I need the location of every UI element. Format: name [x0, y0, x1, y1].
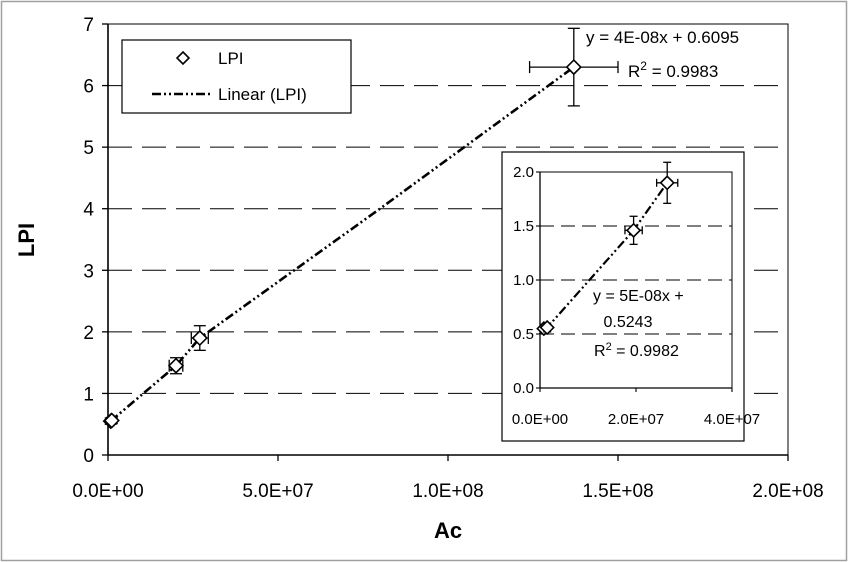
x-tick-label: 1.0E+08 — [412, 481, 483, 502]
x-tick-label: 2.0E+08 — [752, 481, 823, 502]
inset-y-tick-label: 1.0 — [513, 272, 534, 289]
y-tick-label: 7 — [83, 15, 94, 36]
y-tick-label: 3 — [83, 261, 94, 282]
legend-box — [121, 39, 352, 114]
y-tick-label: 2 — [83, 323, 94, 344]
trendline-equation: y = 4E-08x + 0.6095 — [586, 28, 739, 47]
inset-y-tick-label: 0.0 — [513, 380, 534, 397]
inset-trendline-r2: R2 = 0.9982 — [594, 341, 679, 360]
data-point — [167, 357, 185, 374]
inset-data-point — [539, 319, 555, 336]
y-tick-label: 5 — [83, 138, 94, 159]
inset-x-tick-label: 2.0E+07 — [608, 411, 664, 428]
y-tick-label: 0 — [83, 446, 94, 467]
legend: LPI Linear (LPI) — [121, 39, 352, 114]
y-axis-title: LPI — [14, 223, 39, 257]
inset-data-point — [625, 222, 642, 238]
trendline-r2: R2 = 0.9983 — [628, 59, 718, 81]
x-axis-title: Ac — [434, 518, 462, 543]
inset-x-tick-label: 4.0E+07 — [704, 411, 760, 428]
legend-label-linear: Linear (LPI) — [218, 85, 307, 104]
inset-chart: 0.0 0.5 1.0 1.5 2.0 0.0E+00 2.0E+07 4.0E+07 y = … — [501, 151, 760, 442]
x-tick-label: 1.5E+08 — [582, 481, 653, 502]
inset-trendline-equation: y = 5E-08x + — [593, 288, 684, 305]
x-tick-label: 0.0E+00 — [72, 481, 143, 502]
data-point — [191, 329, 208, 347]
x-tick-label: 5.0E+07 — [242, 481, 313, 502]
inset-data-point — [659, 175, 675, 191]
inset-y-tick-label: 0.5 — [513, 326, 534, 343]
y-tick-label: 4 — [83, 200, 94, 221]
inset-x-tick-label: 0.0E+00 — [512, 411, 568, 428]
legend-marker-lpi — [175, 50, 191, 66]
inset-trendline-intercept: 0.5243 — [604, 314, 653, 331]
legend-label-lpi: LPI — [218, 49, 244, 68]
inset-frame — [501, 151, 745, 442]
data-point — [565, 58, 582, 76]
y-tick-label: 1 — [83, 384, 94, 405]
data-point — [103, 412, 120, 429]
y-tick-label: 6 — [83, 77, 94, 98]
inset-y-tick-label: 1.5 — [513, 218, 534, 235]
inset-y-tick-label: 2.0 — [513, 164, 534, 181]
